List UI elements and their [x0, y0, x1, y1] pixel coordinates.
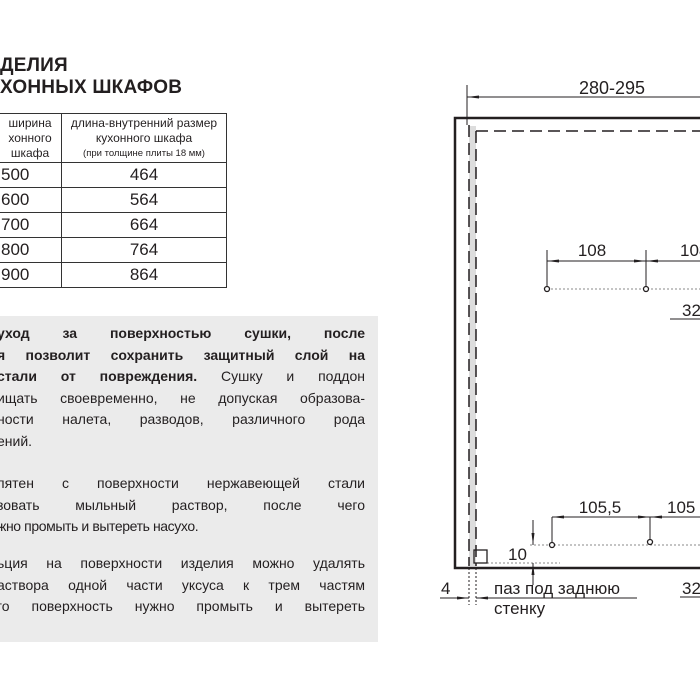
- hole-marker: [548, 541, 556, 549]
- table-row: 600 564: [0, 187, 227, 213]
- spacing-label: 105: [667, 498, 695, 517]
- text: ьция на поверхности изделия можно удалят…: [0, 555, 365, 571]
- cell-width: 700: [0, 212, 62, 238]
- bold-text: уход за поверхностью сушки, после: [0, 325, 365, 341]
- header-width: ширина хонного шкафа: [0, 113, 62, 163]
- title-line-2: ХОННЫХ ШКАФОВ: [0, 77, 183, 98]
- cell-length: 564: [61, 187, 227, 213]
- header-text: шкафа: [10, 145, 50, 160]
- text: го поверхность нужно промыть и вытереть: [0, 598, 365, 615]
- total-label: 32: [682, 579, 700, 598]
- groove-label-2: стенку: [494, 599, 546, 618]
- bold-text: я позволит сохранить защитный слой на: [0, 346, 365, 363]
- header-length: длина-внутренний размер кухонного шкафа …: [61, 113, 227, 163]
- care-instructions-box: уход за поверхностью сушки, после я позв…: [0, 316, 378, 642]
- care-paragraph-3: ьция на поверхности изделия можно удалят…: [0, 553, 365, 618]
- header-text: ширина: [8, 115, 52, 130]
- groove-width-label: 4: [441, 579, 450, 598]
- groove-section: [473, 549, 488, 564]
- header-text: длина-внутренний размер: [70, 115, 218, 130]
- bold-text: стали от повреждения.: [0, 368, 198, 385]
- title-line-1: ДЕЛИЯ: [0, 55, 68, 76]
- table-row: 800 764: [0, 237, 227, 263]
- groove-label-1: паз под заднюю: [494, 579, 620, 598]
- size-table: ширина хонного шкафа длина-внутренний ра…: [0, 113, 227, 288]
- depth-label: 280-295: [579, 78, 645, 98]
- table-row: 900 864: [0, 262, 227, 288]
- text: ности налета, разводов, различного рода: [0, 411, 365, 428]
- text: Сушку и поддон: [197, 368, 365, 385]
- cell-length: 664: [61, 212, 227, 238]
- spacing-label: 108: [680, 241, 700, 260]
- cell-width: 500: [0, 162, 62, 188]
- cell-width: 900: [0, 262, 62, 288]
- hole-marker: [543, 285, 551, 293]
- text: жно промыть и вытереть насухо.: [0, 518, 199, 535]
- text: аствора одной части уксуса к трем частям: [0, 576, 365, 593]
- cell-width: 600: [0, 187, 62, 213]
- care-paragraph-1: уход за поверхностью сушки, после я позв…: [0, 323, 365, 453]
- cell-length: 464: [61, 162, 227, 188]
- spacing-label: 108: [578, 241, 606, 260]
- table-row: 700 664: [0, 212, 227, 238]
- text: ищать своевременно, не допуская образова…: [0, 389, 365, 406]
- total-label: 32: [682, 301, 700, 320]
- text: ений.: [0, 432, 33, 449]
- header-text: кухонного шкафа: [95, 130, 193, 145]
- hole-marker: [646, 538, 654, 546]
- header-note: (при толщине плиты 18 мм): [83, 147, 205, 159]
- header-text: хонного: [8, 130, 52, 145]
- cabinet-side-panel: [453, 116, 700, 570]
- text: зовать мыльный раствор, после чего: [0, 496, 365, 513]
- table-row: 500 464: [0, 162, 227, 188]
- hole-marker: [642, 285, 650, 293]
- table-header: ширина хонного шкафа длина-внутренний ра…: [0, 113, 227, 163]
- groove: [469, 126, 476, 566]
- cell-length: 864: [61, 262, 227, 288]
- offset-label: 10: [508, 545, 527, 564]
- text: пятен с поверхности нержавеющей стали: [0, 475, 365, 491]
- spacing-label: 105,5: [579, 498, 622, 517]
- care-paragraph-2: пятен с поверхности нержавеющей стали зо…: [0, 473, 365, 538]
